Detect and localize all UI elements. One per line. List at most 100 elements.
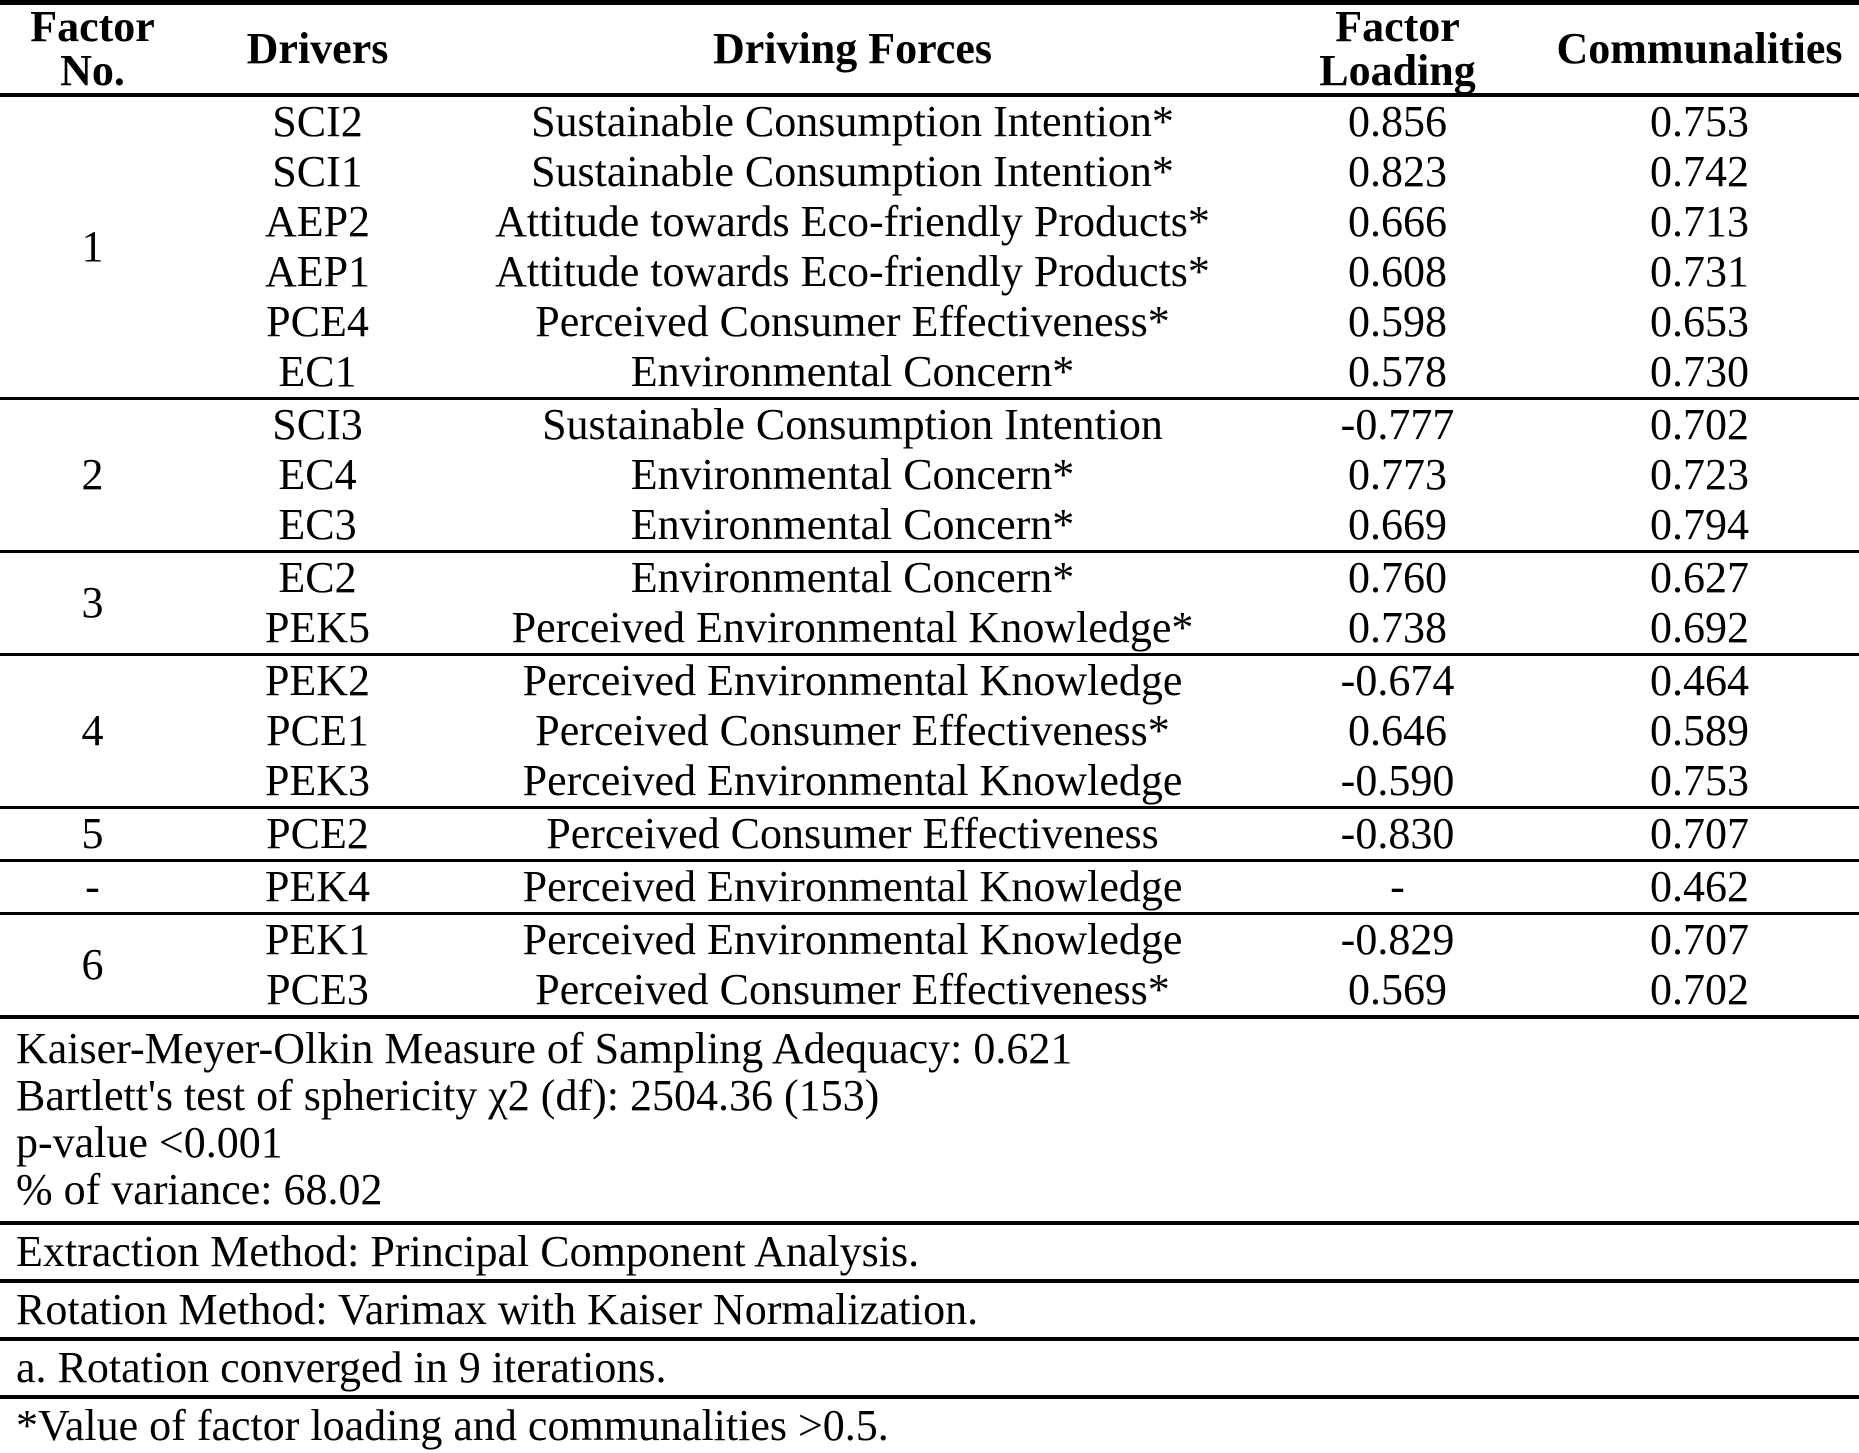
driver-cell: AEP2 <box>264 197 371 246</box>
rotation-method-note: Rotation Method: Varimax with Kaiser Nor… <box>0 1279 1859 1339</box>
table-row: 2 SCI3 Sustainable Consumption Intention… <box>0 397 1859 552</box>
driving-force-cell: Environmental Concern* <box>630 500 1075 549</box>
driving-force-cell: Perceived Consumer Effectiveness <box>450 806 1255 861</box>
driver-cell: PCE2 <box>185 806 450 861</box>
variance-line: % of variance: 68.02 <box>16 1165 383 1214</box>
driver-cell: EC4 <box>278 450 357 499</box>
driving-force-cell: Perceived Consumer Effectiveness* <box>535 706 1170 755</box>
driving-force-cell: Perceived Environmental Knowledge <box>450 859 1255 914</box>
communalities-cell: 0.753 <box>1650 756 1749 805</box>
table-row: SCI1 Sustainable Consumption Intention* … <box>0 147 1859 197</box>
convergence-note: a. Rotation converged in 9 iterations. <box>0 1337 1859 1397</box>
factor-loading-cell: 0.669 <box>1348 500 1447 549</box>
factor-loading-cell: 0.823 <box>1348 147 1447 196</box>
header-factor-loading: Factor Loading <box>1255 2 1540 97</box>
header-line: No. <box>60 46 125 95</box>
communalities-cell: 0.794 <box>1650 500 1749 549</box>
driving-force-cell: Sustainable Consumption Intention* <box>531 97 1174 146</box>
communalities-cell: 0.730 <box>1650 347 1749 396</box>
factor-cell: 5 <box>0 806 185 861</box>
factor-cell: 1 <box>81 222 104 271</box>
factor-loading-cell: 0.646 <box>1348 706 1447 755</box>
factor-loading-cell: -0.674 <box>1255 653 1540 706</box>
note-row: *Value of factor loading and communaliti… <box>0 1395 1859 1453</box>
driver-cell: EC1 <box>278 347 357 396</box>
header-row: Factor No. Drivers Driving Forces Factor… <box>0 2 1859 97</box>
factor-loading-cell: 0.578 <box>1348 347 1447 396</box>
driver-cell: PCE4 <box>266 297 369 346</box>
driver-cell: SCI3 <box>185 397 450 450</box>
factor-loading-cell: -0.829 <box>1255 912 1540 965</box>
factor-loading-cell: 0.608 <box>1348 247 1447 296</box>
table-row: PCE4 Perceived Consumer Effectiveness* 0… <box>0 297 1859 347</box>
driver-cell: SCI2 <box>272 97 363 146</box>
bartlett-line: Bartlett's test of sphericity χ2 (df): 2… <box>16 1071 880 1120</box>
communalities-cell: 0.731 <box>1650 247 1749 296</box>
stats-row: Kaiser-Meyer-Olkin Measure of Sampling A… <box>0 1015 1859 1223</box>
factor-cell: - <box>0 859 185 914</box>
communalities-cell: 0.702 <box>1540 397 1859 450</box>
factor-cell: 3 <box>0 550 185 655</box>
driver-cell: PEK2 <box>185 653 450 706</box>
driver-cell: PEK1 <box>185 912 450 965</box>
extraction-method-note: Extraction Method: Principal Component A… <box>0 1221 1859 1281</box>
factor-loading-cell: 0.738 <box>1348 603 1447 652</box>
kmo-line: Kaiser-Meyer-Olkin Measure of Sampling A… <box>16 1024 1073 1073</box>
factor-loading-cell: 0.569 <box>1348 965 1447 1014</box>
table-row: 3 EC2 Environmental Concern* 0.760 0.627 <box>0 550 1859 655</box>
asterisk-note: *Value of factor loading and communaliti… <box>0 1395 1859 1453</box>
driving-force-cell: Sustainable Consumption Intention <box>450 397 1255 450</box>
table-row: PCE3 Perceived Consumer Effectiveness* 0… <box>0 965 1859 1017</box>
communalities-cell: 0.713 <box>1650 197 1749 246</box>
table-row: 5 PCE2 Perceived Consumer Effectiveness … <box>0 806 1859 861</box>
driver-cell: PCE3 <box>266 965 369 1014</box>
note-row: a. Rotation converged in 9 iterations. <box>0 1337 1859 1397</box>
communalities-cell: 0.692 <box>1650 603 1749 652</box>
header-drivers: Drivers <box>185 2 450 97</box>
table-row: 1 SCI2 Sustainable Consumption Intention… <box>0 95 1859 271</box>
communalities-cell: 0.707 <box>1540 912 1859 965</box>
communalities-cell: 0.627 <box>1540 550 1859 603</box>
driving-force-cell: Environmental Concern* <box>630 450 1075 499</box>
driver-cell: AEP1 <box>264 247 371 296</box>
table-row: AEP2 Attitude towards Eco-friendly Produ… <box>0 197 1859 247</box>
factor-loading-cell: 0.760 <box>1255 550 1540 603</box>
driving-force-cell: Sustainable Consumption Intention* <box>531 147 1174 196</box>
header-line: Factor <box>1335 2 1460 51</box>
table-row: 4 PEK2 Perceived Environmental Knowledge… <box>0 653 1859 808</box>
driving-force-cell: Environmental Concern* <box>450 550 1255 603</box>
factor-loading-cell: 0.856 <box>1348 97 1447 146</box>
driver-cell: PEK3 <box>264 756 371 805</box>
factor-loading-cell: -0.590 <box>1340 756 1455 805</box>
factor-loading-cell: - <box>1255 859 1540 914</box>
table-row: PCE1 Perceived Consumer Effectiveness* 0… <box>0 706 1859 756</box>
communalities-cell: 0.753 <box>1650 97 1749 146</box>
communalities-cell: 0.707 <box>1540 806 1859 861</box>
communalities-cell: 0.653 <box>1650 297 1749 346</box>
factor-cell: 2 <box>0 397 185 552</box>
note-row: Rotation Method: Varimax with Kaiser Nor… <box>0 1279 1859 1339</box>
driver-cell: PEK5 <box>264 603 371 652</box>
header-line: Factor <box>30 2 155 51</box>
p-value-line: p-value <0.001 <box>16 1118 283 1167</box>
table-row: EC4 Environmental Concern* 0.773 0.723 <box>0 450 1859 500</box>
driver-cell: SCI1 <box>272 147 363 196</box>
communalities-cell: 0.462 <box>1540 859 1859 914</box>
header-line: Loading <box>1319 46 1476 95</box>
driving-force-cell: Attitude towards Eco-friendly Products* <box>495 197 1210 246</box>
driver-cell: EC2 <box>185 550 450 603</box>
driving-force-cell: Perceived Consumer Effectiveness* <box>535 297 1170 346</box>
table-row: AEP1 Attitude towards Eco-friendly Produ… <box>0 247 1859 297</box>
driving-force-cell: Attitude towards Eco-friendly Products* <box>495 247 1210 296</box>
driving-force-cell: Perceived Environmental Knowledge <box>450 653 1255 706</box>
header-driving-forces: Driving Forces <box>450 2 1255 97</box>
table-row: 6 PEK1 Perceived Environmental Knowledge… <box>0 912 1859 1017</box>
driver-cell: PCE1 <box>266 706 369 755</box>
driving-force-cell: Environmental Concern* <box>630 347 1075 396</box>
note-row: Extraction Method: Principal Component A… <box>0 1221 1859 1281</box>
communalities-cell: 0.742 <box>1650 147 1749 196</box>
driving-force-cell: Perceived Environmental Knowledge <box>522 756 1183 805</box>
factor-loading-cell: 0.598 <box>1348 297 1447 346</box>
factor-loading-cell: -0.777 <box>1255 397 1540 450</box>
